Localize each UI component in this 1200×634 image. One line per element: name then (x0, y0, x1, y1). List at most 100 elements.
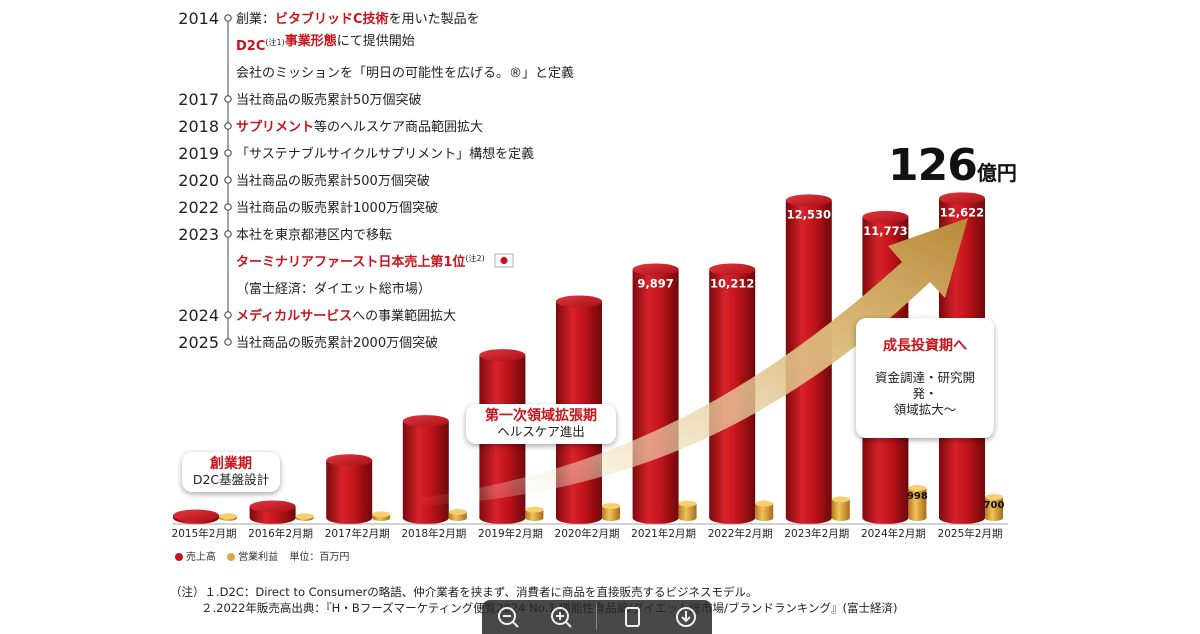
sales-value-label: 12,530 (787, 207, 831, 221)
page-icon[interactable] (616, 602, 650, 632)
sales-value-label: 12,622 (940, 205, 984, 219)
timeline-event: 本社を東京都港区内で移転 (236, 227, 392, 243)
timeline-event: 当社商品の販売累計500万個突破 (236, 173, 430, 189)
total-unit: 億円 (976, 161, 1017, 185)
sales-bar (632, 269, 679, 524)
x-tick-label: 2019年2月期 (478, 527, 543, 540)
profit-bar-top (525, 506, 544, 513)
download-icon[interactable] (669, 602, 703, 632)
bubble-sub: D2C基盤設計 (192, 472, 270, 487)
timeline-event: 当社商品の販売累計1000万個突破 (236, 200, 438, 216)
sales-bar-top (939, 192, 985, 205)
timeline-event: 当社商品の販売累計50万個突破 (236, 92, 422, 108)
legend-profit: 営業利益 (227, 552, 278, 563)
timeline-year: 2014 (178, 9, 219, 28)
sales-bar-top (173, 509, 219, 522)
profit-bar-top (372, 511, 391, 518)
sales-bar (402, 421, 449, 524)
profit-bar-top (602, 502, 620, 509)
x-tick-label: 2025年2月期 (938, 527, 1003, 540)
timeline-dot (224, 338, 232, 346)
profit-bar (985, 496, 1003, 521)
sales-bar-top (632, 263, 679, 276)
profit-bar (678, 503, 697, 521)
timeline-dot (224, 176, 232, 184)
timeline-event: サプリメント等のヘルスケア商品範囲拡大 (236, 119, 483, 135)
profit-bar (755, 503, 774, 521)
sales-value-label: 9,897 (637, 276, 673, 290)
timeline-year: 2022 (178, 198, 219, 217)
sales-bar-top (326, 454, 373, 467)
bubble-title: 創業期 (210, 456, 252, 472)
legend-sales-label: 売上高 (186, 552, 216, 563)
x-tick-label: 2018年2月期 (401, 527, 466, 540)
total-number: 126 (888, 140, 978, 191)
profit-value-label: 998 (907, 491, 928, 502)
legend: 売上高 営業利益 単位：百万円 (175, 548, 357, 563)
legend-profit-swatch (227, 553, 236, 561)
profit-bar-top (219, 513, 237, 520)
timeline-year: 2018 (178, 117, 219, 136)
timeline-year: 2020 (178, 171, 219, 190)
profit-bar (525, 509, 544, 521)
viewer-toolbar (482, 600, 712, 634)
profit-bar (831, 499, 850, 521)
x-tick-label: 2021年2月期 (631, 527, 696, 540)
sales-bar-top (785, 194, 832, 207)
timeline-event: （富士経済：ダイエット総市場） (236, 281, 431, 297)
zoom-in-icon[interactable] (544, 602, 578, 632)
timeline-year: 2025 (178, 333, 219, 352)
sales-bar-top (709, 263, 756, 276)
sales-bar-top (556, 295, 602, 308)
timeline-year: 2024 (178, 306, 219, 325)
profit-bar-top (295, 513, 314, 520)
bubble-expansion: 第一次領域拡張期 ヘルスケア進出 (466, 404, 616, 444)
timeline-dot (224, 14, 232, 22)
zoom-out-icon[interactable] (491, 602, 525, 632)
timeline-year: 2017 (178, 90, 219, 109)
sales-value-label: 11,773 (863, 224, 907, 238)
bubble-sub: 資金調達・研究開発・ 領域拡大〜 (874, 370, 975, 417)
sales-bar-top (402, 415, 449, 428)
sales-bar-top (249, 500, 296, 513)
timeline-dot (224, 311, 232, 319)
note-1: （注）１.D2C：Direct to Consumerの略語、仲介業者を挟まず、… (170, 585, 758, 599)
timeline-event: ターミナリアファースト日本売上第1位(注2) (236, 253, 485, 270)
x-tick-label: 2016年2月期 (248, 527, 313, 540)
growth-arrow (420, 218, 968, 506)
x-tick-label: 2015年2月期 (172, 527, 237, 540)
japan-flag-icon (494, 253, 514, 268)
bubble-title: 第一次領域拡張期 (485, 408, 597, 424)
timeline-event: 「サステナブルサイクルサプリメント」構想を定義 (236, 146, 534, 162)
x-tick-label: 2022年2月期 (708, 527, 773, 540)
timeline-year: 2023 (178, 225, 219, 244)
timeline-dot (224, 95, 232, 103)
sales-value-label: 10,212 (710, 276, 754, 290)
profit-bar-top (831, 496, 850, 503)
profit-bar (908, 488, 927, 521)
timeline: 2014 創業：ビタブリッドC技術を用いた製品を D2C(注1)事業形態にて提供開始… (178, 9, 574, 352)
bubble-title: 成長投資期へ (883, 338, 967, 354)
x-axis: 2015年2月期 2016年2月期 2017年2月期 2018年2月期 2019年2月期… (172, 523, 1008, 540)
profit-bar-top (908, 485, 927, 491)
timeline-event: 当社商品の販売累計2000万個突破 (236, 335, 438, 351)
x-tick-label: 2023年2月期 (784, 527, 849, 540)
bubble-growth: 成長投資期へ 資金調達・研究開発・ 領域拡大〜 (856, 318, 994, 438)
timeline-dot (224, 230, 232, 238)
timeline-event: D2C(注1)事業形態にて提供開始 (236, 33, 415, 54)
timeline-event: 会社のミッションを「明日の可能性を広げる。®」と定義 (236, 65, 574, 81)
timeline-year: 2019 (178, 144, 219, 163)
x-tick-label: 2017年2月期 (325, 527, 390, 540)
x-tick-label: 2024年2月期 (861, 527, 926, 540)
timeline-event: メディカルサービスへの事業範囲拡大 (236, 308, 456, 324)
total-sales-callout: 126億円 (888, 140, 1017, 191)
profit-value-label: 700 (984, 500, 1005, 511)
timeline-dot (224, 149, 232, 157)
profit-bar-top (985, 493, 1003, 500)
timeline-dot (224, 122, 232, 130)
sales-bar (326, 460, 373, 524)
toolbar-divider (596, 604, 598, 630)
profit-bar-top (755, 500, 774, 507)
sales-bar-top (479, 349, 526, 362)
